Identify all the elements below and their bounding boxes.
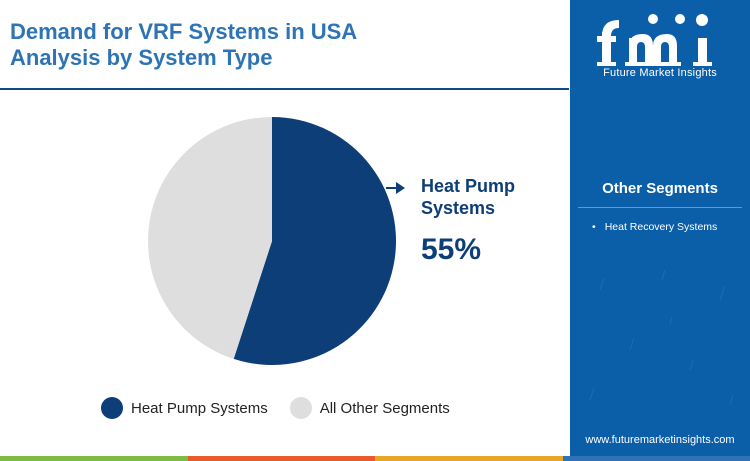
chart-title: Demand for VRF Systems in USA Analysis b…: [10, 19, 550, 71]
other-segments-title: Other Segments: [602, 180, 718, 197]
side-panel: Future Market Insights Other Segments • …: [570, 0, 750, 456]
pie-slice-all-other-segments: [148, 116, 272, 359]
legend-label-heat-pump: Heat Pump Systems: [131, 399, 268, 417]
bottom-bar-green: [0, 456, 188, 461]
legend-label-other: All Other Segments: [319, 399, 450, 417]
panel-texture: [589, 269, 734, 406]
bottom-color-bar: [0, 456, 750, 461]
legend-item-other: All Other Segments: [289, 397, 450, 419]
other-segment-item: • Heat Recovery Systems: [592, 220, 748, 234]
pie-slices: [148, 116, 397, 366]
callout-label: Heat Pump Systems: [421, 176, 516, 218]
brand-name: Future Market Insights: [603, 67, 717, 79]
bullet-icon: •: [592, 221, 596, 233]
fmi-logo: [597, 14, 712, 66]
pie-slice-heat-pump-systems: [233, 117, 397, 366]
other-segments-list: • Heat Recovery Systems: [592, 220, 748, 234]
bottom-bar-yellow: [375, 456, 563, 461]
website-link[interactable]: www.futuremarketinsights.com: [585, 434, 735, 446]
bottom-bar-blue: [562, 456, 750, 461]
other-segments-divider: [578, 207, 742, 208]
chart-legend: Heat Pump Systems All Other Segments: [101, 396, 472, 420]
chart-title-line-2: Analysis by System Type: [10, 45, 273, 70]
chart-title-line-1: Demand for VRF Systems in USA: [10, 19, 358, 44]
legend-item-heat-pump: Heat Pump Systems: [101, 397, 268, 419]
pie-chart: [148, 116, 405, 366]
legend-swatch-heat-pump: [101, 397, 123, 419]
callout-value: 55%: [421, 233, 482, 266]
callout-arrow: [386, 182, 405, 194]
legend-swatch-other: [289, 397, 312, 419]
title-divider: [0, 88, 569, 90]
heat-pump-callout: Heat Pump Systems 55%: [421, 175, 561, 267]
bottom-bar-orange: [187, 456, 375, 461]
other-segment-label: Heat Recovery Systems: [604, 221, 718, 233]
